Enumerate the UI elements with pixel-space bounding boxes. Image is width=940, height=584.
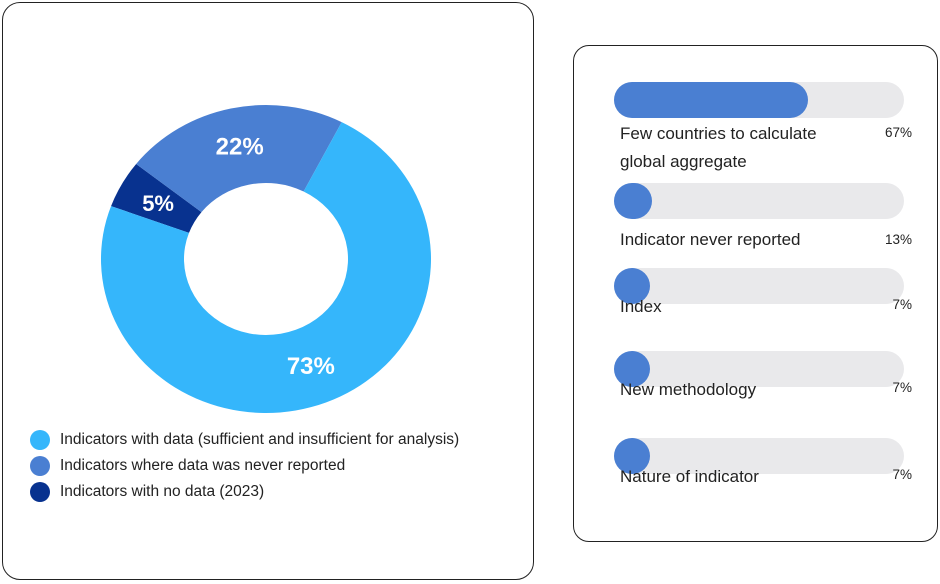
donut-slice-label-1: 22% <box>216 134 264 161</box>
donut-slice-0 <box>100 122 431 413</box>
donut-chart: 5% 22% 73% <box>100 104 431 413</box>
bar-fill <box>614 351 650 387</box>
donut-slice-2 <box>111 163 202 233</box>
donut-slice-label-0: 73% <box>287 353 335 380</box>
legend-swatch <box>30 482 50 502</box>
donut-legend: Indicators with data (sufficient and ins… <box>30 427 459 505</box>
legend-item: Indicators with no data (2023) <box>30 479 459 505</box>
bar-value-label: 7% <box>892 467 912 482</box>
bar-category-label: Indicator never reported <box>620 230 801 249</box>
legend-item: Indicators with data (sufficient and ins… <box>30 427 459 453</box>
donut-chart-panel <box>2 2 534 580</box>
bar-category-label: Nature of indicator <box>620 467 759 486</box>
legend-item: Indicators where data was never reported <box>30 453 459 479</box>
bar-fill <box>614 438 650 474</box>
bar-value-label: 7% <box>892 297 912 312</box>
bar-fill <box>614 183 652 219</box>
bar-category-label: Index <box>620 297 662 316</box>
legend-swatch <box>30 430 50 450</box>
bar-fill <box>614 268 650 304</box>
legend-label: Indicators with no data (2023) <box>60 483 265 500</box>
bar-track <box>614 183 904 219</box>
bar-value-label: 67% <box>884 125 912 140</box>
bar-track <box>614 268 904 304</box>
bar-fill <box>614 82 809 118</box>
bar-category-label: Few countries to calculate global aggreg… <box>620 124 817 171</box>
legend-swatch <box>30 456 50 476</box>
bar-category-label: New methodology <box>620 380 757 399</box>
bar-track <box>614 82 904 118</box>
bar-chart-panel: Few countries to calculate global aggreg… <box>573 45 938 542</box>
bar-value-label: 13% <box>884 232 912 247</box>
bar-track <box>614 351 904 387</box>
bar-value-label: 7% <box>892 380 912 395</box>
legend-label: Indicators where data was never reported <box>60 457 346 474</box>
bar-track <box>614 438 904 474</box>
donut-slice-1 <box>136 104 342 213</box>
donut-slice-label-2: 5% <box>142 191 174 216</box>
legend-label: Indicators with data (sufficient and ins… <box>60 431 460 448</box>
